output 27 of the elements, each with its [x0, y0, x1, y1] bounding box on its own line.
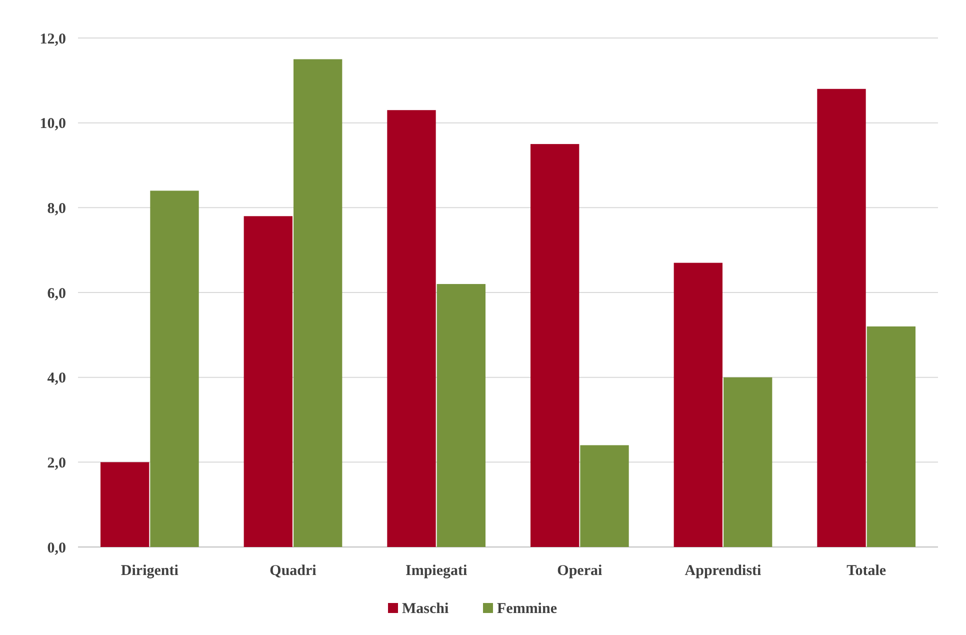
x-tick-label: Operai — [557, 563, 602, 579]
bar — [293, 59, 342, 547]
x-tick-label: Dirigenti — [120, 563, 178, 579]
x-tick-label: Totale — [846, 563, 886, 579]
x-tick-label: Quadri — [270, 563, 316, 579]
y-tick-label: 8,0 — [47, 200, 66, 217]
y-tick-label: 10,0 — [40, 116, 66, 132]
y-tick-label: 0,0 — [47, 540, 66, 556]
bar — [723, 377, 772, 547]
x-tick-label: Impiegati — [405, 563, 468, 579]
y-tick-label: 6,0 — [47, 286, 66, 302]
bar — [150, 190, 199, 547]
bar — [100, 462, 150, 547]
bar — [580, 445, 629, 547]
y-tick-label: 2,0 — [47, 455, 66, 472]
bar — [674, 262, 723, 547]
bar — [244, 216, 293, 547]
bar — [436, 284, 486, 547]
bar — [866, 326, 916, 547]
legend-label: Maschi — [402, 601, 449, 617]
bar — [387, 110, 436, 547]
bar — [817, 88, 866, 547]
bar — [530, 144, 580, 547]
y-tick-label: 12,0 — [40, 31, 66, 48]
y-tick-label: 4,0 — [47, 370, 66, 387]
x-tick-label: Apprendisti — [684, 563, 762, 579]
legend-label: Femmine — [497, 601, 558, 617]
